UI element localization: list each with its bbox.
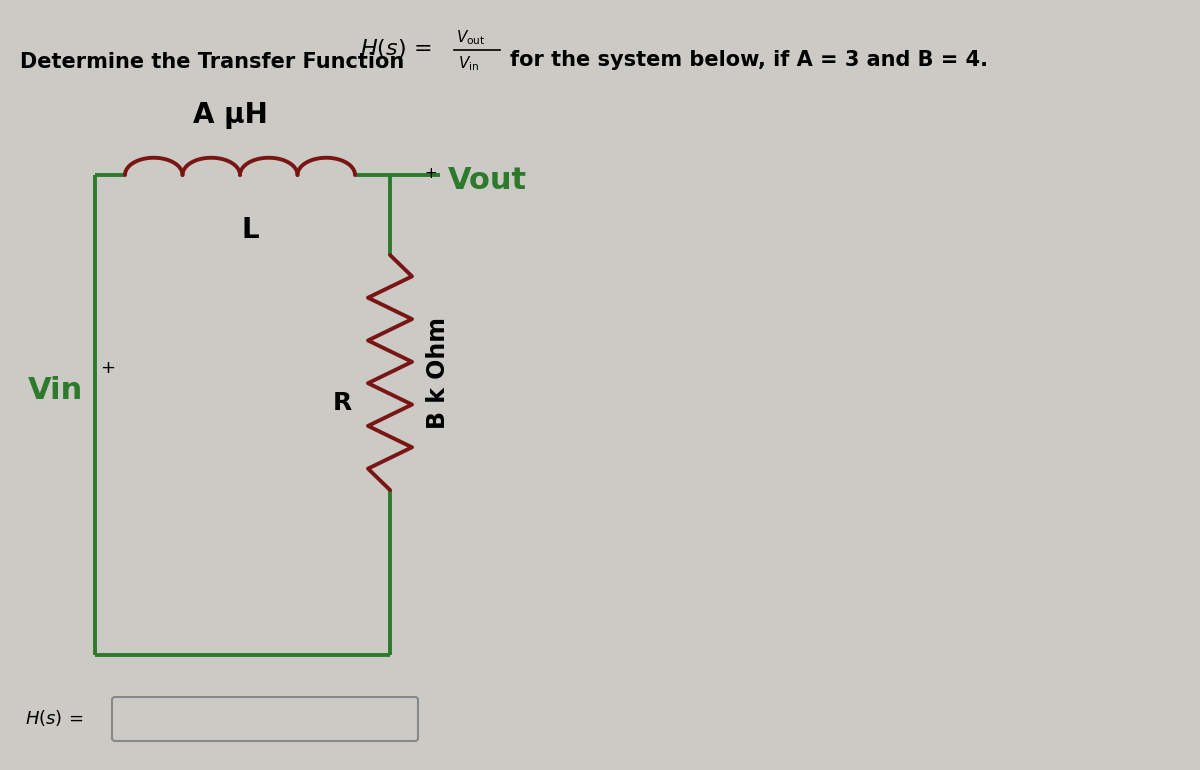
Text: B k Ohm: B k Ohm — [426, 316, 450, 428]
Text: $H(s)\,=$: $H(s)\,=$ — [360, 36, 432, 59]
Text: $H(s)\,=$: $H(s)\,=$ — [25, 708, 84, 728]
Text: Determine the Transfer Function: Determine the Transfer Function — [20, 52, 404, 72]
Text: R: R — [332, 390, 352, 414]
Text: Vin: Vin — [28, 376, 83, 404]
Text: $V_{\rm in}$: $V_{\rm in}$ — [458, 55, 479, 73]
FancyBboxPatch shape — [112, 697, 418, 741]
Text: +: + — [100, 359, 115, 377]
Text: for the system below, if A = 3 and B = 4.: for the system below, if A = 3 and B = 4… — [510, 50, 988, 70]
Text: Vout: Vout — [448, 166, 527, 195]
Text: $V_{\rm out}$: $V_{\rm out}$ — [456, 28, 486, 47]
Text: L: L — [241, 216, 259, 244]
Text: A μH: A μH — [193, 101, 268, 129]
Text: +: + — [425, 166, 437, 180]
